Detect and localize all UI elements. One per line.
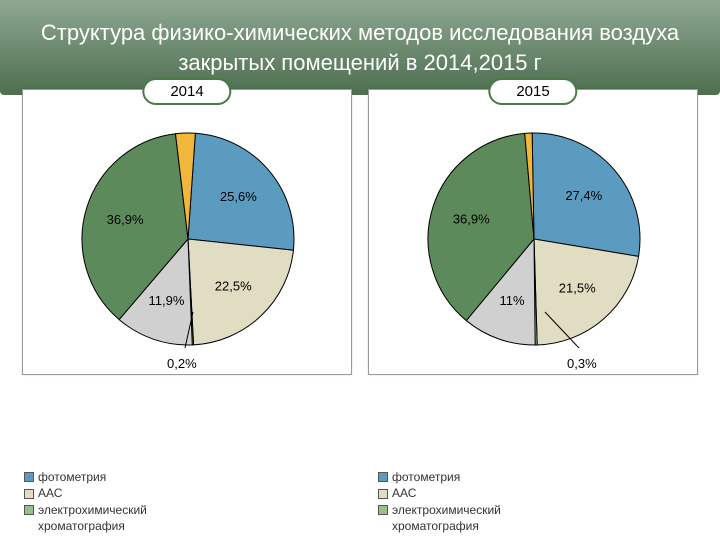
- slide-title: Структура физико-химических методов иссл…: [41, 20, 679, 75]
- pie-chart: 27,4%21,5%11%36,9%0,3%1,1%: [369, 90, 699, 376]
- slide-title-band: Структура физико-химических методов иссл…: [0, 0, 720, 95]
- legend-2015: фотометрия ААС электрохимический хромато…: [378, 469, 501, 534]
- pie-chart: 25,6% 22,5% 11,9% 36,9% 0,2%: [23, 90, 353, 376]
- legend-item-aas: ААС: [378, 485, 501, 501]
- legend-label: фотометрия: [392, 469, 460, 485]
- legend-2014: фотометрия ААС электрохимический хромато…: [24, 469, 147, 534]
- swatch-photometry: [24, 472, 34, 482]
- legend-label: электрохимический: [38, 502, 147, 518]
- legend-label: фотометрия: [38, 469, 106, 485]
- year-badge-2015: 2015: [488, 78, 577, 105]
- chart-card-2015: 2015 27,4%21,5%11%36,9%0,3%1,1%: [368, 89, 698, 375]
- year-badge-2014: 2014: [142, 78, 231, 105]
- slice-label: 27,4%: [565, 188, 602, 203]
- slice-label: 25,6%: [220, 189, 257, 204]
- slice-label: 36,9%: [107, 212, 144, 227]
- legend-label: ААС: [38, 485, 62, 501]
- legend-item-electrochem: электрохимический: [24, 502, 147, 518]
- legend-item-photometry: фотометрия: [378, 469, 501, 485]
- outside-label: 0,3%: [567, 356, 597, 371]
- slice-label: 11,9%: [149, 293, 185, 308]
- legend-label: электрохимический: [392, 502, 501, 518]
- slice-label: 36,9%: [453, 212, 490, 227]
- legend-item-chroma: хроматография: [378, 518, 501, 534]
- outside-label: 0,2%: [167, 356, 197, 371]
- legend-label: ААС: [392, 485, 416, 501]
- legend-item-chroma: хроматография: [24, 518, 147, 534]
- chart-card-2014: 2014 25,6%22,5%11,9%36,9%0,2%: [22, 89, 352, 375]
- slice-label: 11%: [499, 293, 524, 308]
- legend-item-photometry: фотометрия: [24, 469, 147, 485]
- swatch-electrochem: [24, 505, 34, 515]
- slice-label: 21,5%: [559, 281, 596, 296]
- legend-item-electrochem: электрохимический: [378, 502, 501, 518]
- legend-label: хроматография: [392, 518, 479, 534]
- legend-item-aas: ААС: [24, 485, 147, 501]
- swatch-aas: [24, 489, 34, 499]
- charts-row: 2014 25,6%22,5%11,9%36,9%0,2% 2015 27,4%…: [0, 89, 720, 375]
- swatch-electrochem: [378, 505, 388, 515]
- swatch-aas: [378, 489, 388, 499]
- swatch-photometry: [378, 472, 388, 482]
- legend-label: хроматография: [38, 518, 125, 534]
- slice-label: 22,5%: [215, 279, 252, 294]
